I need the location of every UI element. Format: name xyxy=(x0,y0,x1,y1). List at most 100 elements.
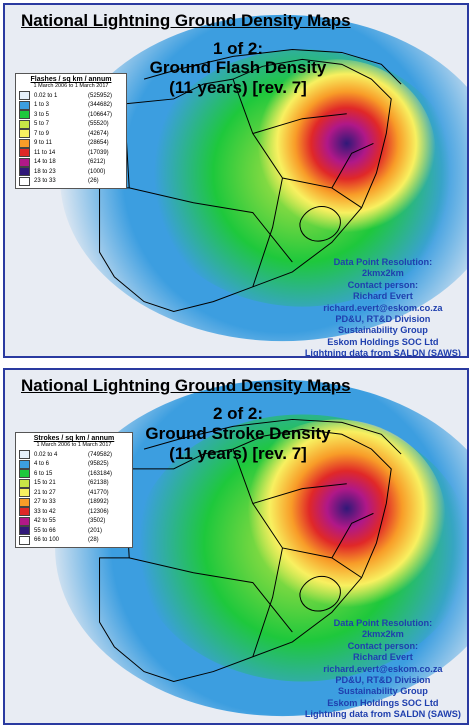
map-title: National Lightning Ground Density Maps xyxy=(21,11,351,30)
legend-item: 27 to 33 (18992) xyxy=(19,497,129,508)
stroke-density-map-panel: National Lightning Ground Density Maps 2… xyxy=(3,368,469,725)
legend-range: 21 to 27 xyxy=(34,489,56,496)
map-subtitle-line-2: Ground Stroke Density xyxy=(145,424,331,443)
legend-count: (42674) xyxy=(88,130,109,137)
legend-swatch xyxy=(19,488,30,498)
legend-swatch xyxy=(19,91,30,101)
legend-range: 23 to 33 xyxy=(34,178,56,185)
map-legend: Strokes / sq km / annum 1 March 2006 to … xyxy=(15,432,133,548)
legend-count: (17039) xyxy=(88,149,109,156)
legend-swatch xyxy=(19,100,30,110)
country-borders xyxy=(99,48,402,313)
legend-count: (1000) xyxy=(88,168,106,175)
legend-range: 15 to 21 xyxy=(34,480,56,487)
legend-count: (95825) xyxy=(88,461,109,468)
map-subtitle-line-1: 2 of 2: xyxy=(212,404,264,423)
legend-period: 1 March 2006 to 1 March 2017 xyxy=(36,442,112,448)
legend-swatch xyxy=(19,526,30,536)
legend-range: 7 to 9 xyxy=(34,130,50,137)
legend-swatch xyxy=(19,535,30,545)
legend-item: 6 to 15 (163184) xyxy=(19,469,129,479)
flash-density-map xyxy=(5,5,467,356)
legend-item: 15 to 21 (62138) xyxy=(19,478,129,489)
map-info-block: Data Point Resolution: 2kmx2km Contact p… xyxy=(305,618,461,721)
legend-count: (201) xyxy=(88,527,103,534)
info-line: Lightning data from SALDN (SAWS) xyxy=(304,709,461,720)
flash-density-map-panel: National Lightning Ground Density Maps 1… xyxy=(3,3,469,358)
info-line: Eskom Holdings SOC Ltd xyxy=(327,697,439,708)
legend-count: (28654) xyxy=(88,140,109,147)
legend-swatch xyxy=(19,129,30,139)
legend-range: 4 to 6 xyxy=(34,461,50,468)
legend-swatch xyxy=(19,450,30,460)
legend-item: 42 to 55 (3502) xyxy=(19,516,129,527)
legend-count: (62138) xyxy=(88,480,109,487)
legend-swatch xyxy=(19,516,30,526)
legend-count: (12306) xyxy=(88,508,109,515)
legend-range: 18 to 23 xyxy=(34,168,56,175)
legend-count: (28) xyxy=(88,537,99,544)
map-legend: Flashes / sq km / annum 1 March 2006 to … xyxy=(15,73,127,189)
info-line: Sustainability Group xyxy=(337,686,428,697)
legend-range: 5 to 7 xyxy=(34,121,50,128)
legend-range: 14 to 18 xyxy=(34,159,56,166)
legend-count: (18992) xyxy=(88,499,109,506)
legend-item: 55 to 66 (201) xyxy=(19,526,129,536)
legend-item: 3 to 5 (106647) xyxy=(19,110,123,120)
info-line: Data Point Resolution: xyxy=(333,618,433,628)
legend-range: 66 to 100 xyxy=(34,537,60,544)
info-line: Eskom Holdings SOC Ltd xyxy=(327,336,439,347)
legend-count: (106647) xyxy=(88,111,113,118)
legend-period: 1 March 2006 to 1 March 2017 xyxy=(33,83,109,89)
legend-header: Strokes / sq km / annum xyxy=(33,435,115,442)
legend-count: (525952) xyxy=(88,92,113,99)
legend-range: 1 to 3 xyxy=(34,102,50,109)
legend-swatch xyxy=(19,507,30,517)
legend-range: 11 to 14 xyxy=(34,149,56,156)
info-line: richard.evert@eskom.co.za xyxy=(323,663,443,674)
legend-item: 5 to 7 (55520) xyxy=(19,119,123,130)
legend-count: (26) xyxy=(88,178,99,185)
legend-item: 33 to 42 (12306) xyxy=(19,507,129,517)
info-line: Lightning data from SALDN (SAWS) xyxy=(304,348,461,358)
info-line: 2kmx2km xyxy=(361,268,404,279)
legend-item: 4 to 6 (95825) xyxy=(19,459,129,470)
legend-swatch xyxy=(19,110,30,120)
info-line: PD&U, RT&D Division xyxy=(335,314,431,325)
density-zone-high xyxy=(237,59,436,248)
legend-count: (163184) xyxy=(88,470,113,477)
legend-count: (41770) xyxy=(88,489,109,496)
legend-item: 14 to 18 (6212) xyxy=(19,157,123,168)
legend-swatch xyxy=(19,497,30,507)
legend-range: 3 to 5 xyxy=(34,111,50,118)
legend-count: (6212) xyxy=(88,159,106,166)
legend-range: 0.02 to 4 xyxy=(34,451,58,458)
legend-range: 0.02 to 1 xyxy=(34,92,58,99)
map-subtitle-line-2: Ground Flash Density xyxy=(149,58,327,77)
info-line: Contact person: xyxy=(347,279,419,290)
legend-swatch xyxy=(19,478,30,488)
map-subtitle-line-3: (11 years) [rev. 7] xyxy=(169,444,307,463)
legend-item: 0.02 to 1 (525952) xyxy=(19,91,123,101)
legend-item: 21 to 27 (41770) xyxy=(19,488,129,498)
legend-range: 42 to 55 xyxy=(34,518,56,525)
map-info-block: Data Point Resolution: 2kmx2km Contact p… xyxy=(304,257,461,358)
legend-swatch xyxy=(19,459,30,469)
stroke-density-map xyxy=(5,370,467,723)
legend-count: (3502) xyxy=(88,518,106,525)
legend-swatch xyxy=(19,469,30,479)
info-line: Contact person: xyxy=(347,640,419,651)
legend-item: 9 to 11 (28654) xyxy=(19,138,123,149)
legend-swatch xyxy=(19,167,30,177)
legend-count: (55520) xyxy=(88,121,109,128)
map-title: National Lightning Ground Density Maps xyxy=(21,376,351,395)
info-line: 2kmx2km xyxy=(361,629,404,640)
legend-item: 23 to 33 (26) xyxy=(19,176,123,187)
legend-item: 18 to 23 (1000) xyxy=(19,167,123,177)
legend-header: Flashes / sq km / annum xyxy=(30,76,112,83)
legend-range: 27 to 33 xyxy=(34,499,56,506)
legend-range: 55 to 66 xyxy=(34,527,56,534)
info-line: Sustainability Group xyxy=(337,325,428,336)
legend-range: 9 to 11 xyxy=(34,140,52,147)
country-borders xyxy=(99,418,402,682)
